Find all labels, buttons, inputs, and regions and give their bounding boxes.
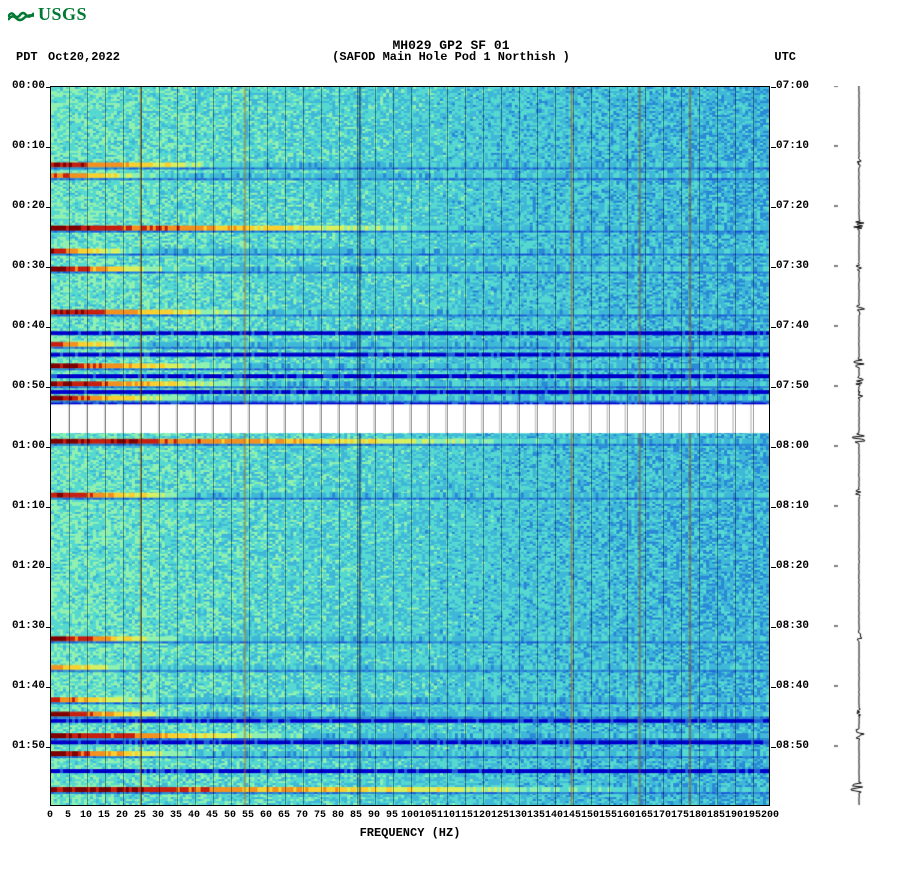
x-tick: 50 [224, 810, 236, 821]
y-tick-left: 01:10 [12, 500, 45, 512]
y-tick-left: 00:50 [12, 380, 45, 392]
x-tick: 105 [419, 810, 437, 821]
x-tick: 120 [473, 810, 491, 821]
x-tick: 160 [617, 810, 635, 821]
x-axis-label: FREQUENCY (HZ) [50, 826, 770, 840]
x-tick: 20 [116, 810, 128, 821]
y-tick-right: 08:30 [776, 620, 809, 632]
x-tick: 30 [152, 810, 164, 821]
y-tick-left: 00:20 [12, 200, 45, 212]
x-tick: 125 [491, 810, 509, 821]
x-tick: 45 [206, 810, 218, 821]
x-tick: 35 [170, 810, 182, 821]
trace-canvas [834, 86, 884, 806]
x-tick: 115 [455, 810, 473, 821]
x-tick: 165 [635, 810, 653, 821]
y-tick-right: 07:50 [776, 380, 809, 392]
x-tick: 185 [707, 810, 725, 821]
spectrogram-plot [50, 86, 770, 806]
y-tick-right: 07:20 [776, 200, 809, 212]
x-tick: 80 [332, 810, 344, 821]
x-tick: 65 [278, 810, 290, 821]
x-tick: 95 [386, 810, 398, 821]
x-tick: 100 [401, 810, 419, 821]
x-tick: 140 [545, 810, 563, 821]
x-tick: 55 [242, 810, 254, 821]
y-tick-right: 08:50 [776, 740, 809, 752]
subtitle-row: PDT Oct20,2022 (SAFOD Main Hole Pod 1 No… [0, 50, 902, 64]
y-tick-left: 01:30 [12, 620, 45, 632]
x-tick: 90 [368, 810, 380, 821]
y-tick-right: 07:00 [776, 80, 809, 92]
x-tick: 150 [581, 810, 599, 821]
x-tick: 0 [47, 810, 53, 821]
x-tick: 195 [743, 810, 761, 821]
usgs-logo: USGS [8, 4, 87, 25]
x-tick: 60 [260, 810, 272, 821]
x-tick: 135 [527, 810, 545, 821]
x-tick: 40 [188, 810, 200, 821]
wave-icon [8, 8, 34, 22]
seismic-trace-column [834, 86, 884, 806]
y-tick-left: 01:00 [12, 440, 45, 452]
tz-left-label: PDT [16, 50, 38, 64]
x-tick: 155 [599, 810, 617, 821]
x-tick: 75 [314, 810, 326, 821]
x-tick: 200 [761, 810, 779, 821]
x-tick: 175 [671, 810, 689, 821]
y-tick-left: 01:50 [12, 740, 45, 752]
spectrogram-canvas [51, 87, 769, 805]
x-tick: 85 [350, 810, 362, 821]
x-tick: 180 [689, 810, 707, 821]
x-tick: 145 [563, 810, 581, 821]
x-tick: 110 [437, 810, 455, 821]
y-tick-left: 00:10 [12, 140, 45, 152]
y-tick-right: 07:10 [776, 140, 809, 152]
x-tick: 25 [134, 810, 146, 821]
x-tick: 10 [80, 810, 92, 821]
y-tick-left: 01:20 [12, 560, 45, 572]
tz-right-label: UTC [774, 50, 796, 64]
date-label: Oct20,2022 [48, 50, 120, 64]
y-tick-right: 08:00 [776, 440, 809, 452]
y-tick-left: 00:00 [12, 80, 45, 92]
y-tick-right: 08:10 [776, 500, 809, 512]
y-tick-right: 08:20 [776, 560, 809, 572]
x-tick: 170 [653, 810, 671, 821]
chart-subtitle: (SAFOD Main Hole Pod 1 Northish ) [0, 50, 902, 64]
x-tick: 190 [725, 810, 743, 821]
x-tick: 130 [509, 810, 527, 821]
x-tick: 5 [65, 810, 71, 821]
x-tick: 15 [98, 810, 110, 821]
y-tick-left: 00:40 [12, 320, 45, 332]
x-tick: 70 [296, 810, 308, 821]
y-tick-left: 00:30 [12, 260, 45, 272]
y-tick-right: 07:30 [776, 260, 809, 272]
y-tick-left: 01:40 [12, 680, 45, 692]
y-tick-right: 07:40 [776, 320, 809, 332]
logo-text: USGS [38, 4, 87, 25]
y-tick-right: 08:40 [776, 680, 809, 692]
